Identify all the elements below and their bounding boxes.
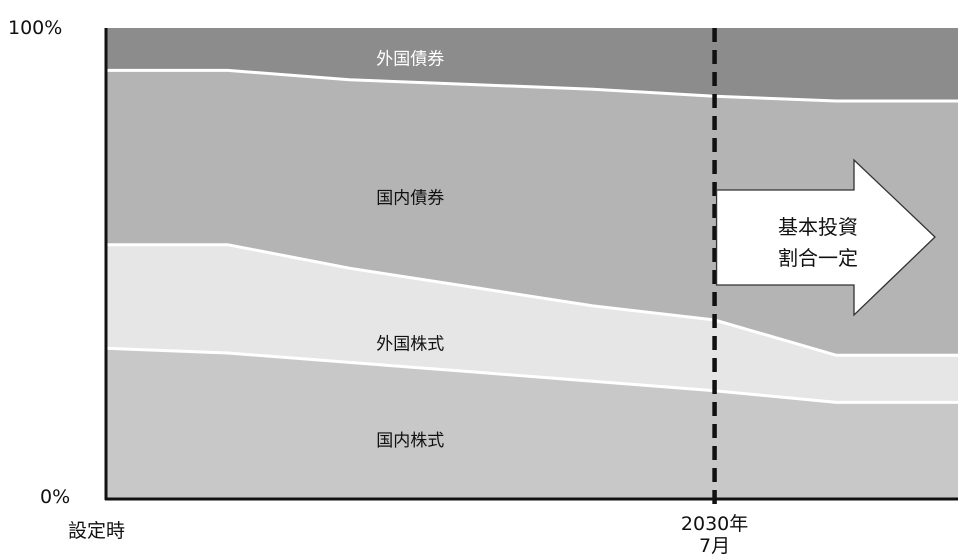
area-band-1 — [106, 244, 958, 403]
arrow-text-line-1: 基本投資 — [778, 215, 858, 239]
x-tick-target-line-1: 7月 — [699, 535, 730, 557]
band-label-2: 国内債券 — [376, 189, 444, 209]
y-tick-100: 100% — [8, 17, 62, 39]
band-border-1 — [106, 243, 958, 357]
band-borders — [105, 68, 958, 404]
x-tick-start: 設定時 — [68, 520, 125, 542]
area-band-3 — [106, 28, 958, 101]
band-label-0: 国内株式 — [376, 431, 444, 451]
right-arrow-shape — [715, 158, 936, 317]
y-tick-0: 0% — [40, 486, 70, 508]
band-labels: 国内株式 外国株式 国内債券 外国債券 — [376, 50, 444, 452]
band-label-3: 外国債券 — [376, 50, 444, 70]
area-band-0 — [106, 348, 958, 499]
band-border-2 — [106, 68, 958, 103]
band-border-0 — [105, 346, 958, 404]
x-tick-target-line-0: 2030年 — [681, 513, 748, 535]
arrow-text-line-2: 割合一定 — [778, 246, 858, 270]
band-label-1: 外国株式 — [376, 335, 444, 355]
x-tick-target: 2030年 7月 — [681, 513, 748, 557]
